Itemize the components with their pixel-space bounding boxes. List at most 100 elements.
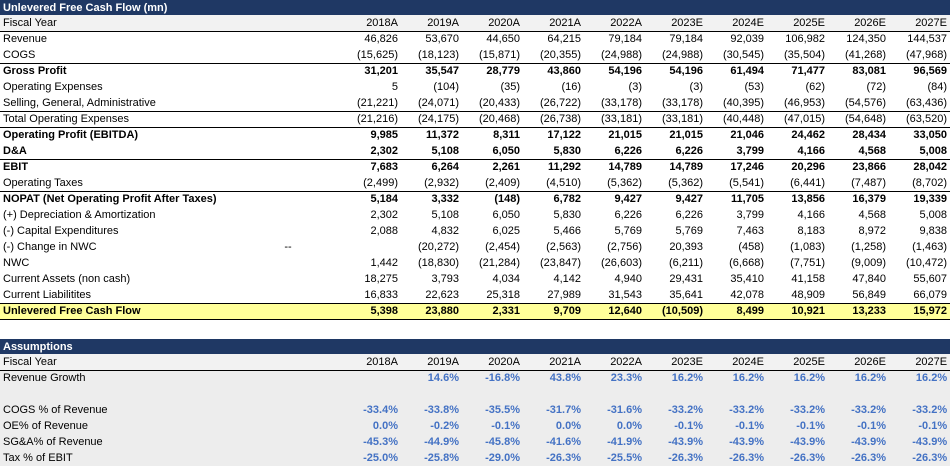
value-cell[interactable]: 4,166	[797, 144, 825, 157]
year-header[interactable]: 2022A	[584, 354, 645, 371]
value-cell[interactable]: 44,650	[486, 33, 520, 46]
value-cell[interactable]: (20,355)	[540, 48, 581, 61]
value-cell[interactable]: 21,046	[706, 126, 767, 143]
assumption-value[interactable]	[462, 386, 523, 402]
year-header[interactable]: 2019A	[401, 15, 462, 32]
value-cell[interactable]: 47,840	[852, 273, 886, 285]
value-cell[interactable]: 79,184	[608, 33, 642, 46]
assumption-value[interactable]: 0.0%	[584, 418, 645, 434]
value-cell[interactable]: 35,410	[730, 273, 764, 285]
blank-cell[interactable]	[236, 418, 340, 434]
value-cell[interactable]: 14,789	[645, 158, 706, 175]
blank-cell[interactable]	[236, 386, 340, 402]
year-header[interactable]: 2023E	[645, 15, 706, 32]
value-cell[interactable]: 20,393	[669, 241, 703, 253]
value-cell[interactable]: (40,395)	[723, 96, 764, 109]
year-header[interactable]: 2022A	[584, 15, 645, 32]
value-cell[interactable]: 55,607	[913, 273, 947, 285]
value-cell[interactable]: (21,221)	[357, 96, 398, 109]
row-note[interactable]	[236, 31, 340, 47]
row-note[interactable]	[236, 95, 340, 111]
assumption-value[interactable]: 0.0%	[340, 418, 401, 434]
value-cell[interactable]: 17,246	[706, 158, 767, 175]
value-cell[interactable]: 27,989	[547, 288, 581, 301]
value-cell[interactable]: (6,441)	[790, 176, 825, 189]
assumption-value[interactable]: -41.9%	[584, 434, 645, 450]
value-cell[interactable]: 6,226	[614, 209, 642, 221]
value-cell[interactable]: 43,860	[523, 62, 584, 79]
assumption-value[interactable]: -43.9%	[767, 434, 828, 450]
value-cell[interactable]: (24,071)	[418, 96, 459, 109]
ufcf-value[interactable]: 8,499	[706, 302, 767, 320]
fiscal-year-label[interactable]: Fiscal Year	[0, 15, 236, 32]
value-cell[interactable]: (2,409)	[485, 176, 520, 189]
value-cell[interactable]: 2,261	[462, 158, 523, 175]
year-header[interactable]: 2026E	[828, 15, 889, 32]
value-cell[interactable]: 6,050	[492, 144, 520, 157]
ufcf-value[interactable]: 2,331	[462, 302, 523, 320]
value-cell[interactable]: 11,705	[706, 190, 767, 207]
assumption-value[interactable]	[706, 386, 767, 402]
row-note[interactable]	[236, 175, 340, 191]
row-label[interactable]: COGS	[3, 48, 36, 61]
value-cell[interactable]: (54,576)	[845, 96, 886, 109]
value-cell[interactable]: 17,122	[523, 126, 584, 143]
assumption-value[interactable]	[523, 386, 584, 402]
row-note[interactable]: --	[284, 241, 292, 253]
row-label[interactable]: Operating Expenses	[3, 81, 103, 93]
blank-cell[interactable]	[236, 370, 340, 386]
assumption-value[interactable]: -45.3%	[340, 434, 401, 450]
assumption-value[interactable]	[401, 386, 462, 402]
value-cell[interactable]: (26,722)	[540, 96, 581, 109]
value-cell[interactable]: 31,543	[608, 288, 642, 301]
value-cell[interactable]: (30,545)	[723, 48, 764, 61]
assumption-value[interactable]: -33.2%	[706, 402, 767, 418]
row-note[interactable]	[236, 62, 340, 79]
value-cell[interactable]: 79,184	[669, 33, 703, 46]
assumption-value[interactable]: -33.2%	[767, 402, 828, 418]
row-label[interactable]: (+) Depreciation & Amortization	[3, 209, 156, 221]
ufcf-value[interactable]: (10,509)	[645, 302, 706, 320]
assumption-value[interactable]: -41.6%	[523, 434, 584, 450]
value-cell[interactable]: 42,078	[730, 288, 764, 301]
value-cell[interactable]: 3,799	[736, 209, 764, 221]
value-cell[interactable]: 48,909	[791, 288, 825, 301]
value-cell[interactable]: 9,427	[584, 190, 645, 207]
assumption-value[interactable]: -33.2%	[889, 402, 950, 418]
value-cell[interactable]: 4,940	[614, 273, 642, 285]
assumption-value[interactable]: -26.3%	[828, 450, 889, 466]
year-header[interactable]: 2025E	[767, 15, 828, 32]
value-cell[interactable]: (7,751)	[790, 257, 825, 269]
assumption-value[interactable]: -45.8%	[462, 434, 523, 450]
row-label[interactable]: Current Assets (non cash)	[3, 273, 131, 285]
value-cell[interactable]: 20,296	[767, 158, 828, 175]
value-cell[interactable]: 9,985	[340, 126, 401, 143]
row-note[interactable]	[236, 207, 340, 223]
value-cell[interactable]: (84)	[927, 81, 947, 93]
value-cell[interactable]: 41,158	[791, 273, 825, 285]
value-cell[interactable]: 8,311	[462, 126, 523, 143]
row-label[interactable]: (-) Change in NWC	[3, 241, 97, 253]
value-cell[interactable]: (104)	[433, 81, 459, 93]
value-cell[interactable]: (33,181)	[645, 110, 706, 127]
value-cell[interactable]: 28,779	[462, 62, 523, 79]
value-cell[interactable]: 35,641	[669, 288, 703, 301]
blank-cell[interactable]	[340, 319, 401, 335]
value-cell[interactable]: (26,738)	[523, 110, 584, 127]
assumption-value[interactable]: -43.9%	[706, 434, 767, 450]
value-cell[interactable]: 6,025	[492, 225, 520, 237]
row-label[interactable]: Gross Profit	[0, 62, 236, 79]
row-label[interactable]: Operating Profit (EBITDA)	[0, 126, 236, 143]
value-cell[interactable]: 64,215	[547, 33, 581, 46]
row-label[interactable]: Revenue	[3, 33, 48, 46]
value-cell[interactable]: 6,226	[614, 144, 642, 157]
value-cell[interactable]: 3,799	[736, 144, 764, 157]
value-cell[interactable]: 9,838	[919, 225, 947, 237]
blank-cell[interactable]	[828, 319, 889, 335]
row-note[interactable]	[236, 143, 340, 159]
ufcf-value[interactable]: 23,880	[401, 302, 462, 320]
assumption-value[interactable]: -26.3%	[523, 450, 584, 466]
ufcf-label[interactable]: Unlevered Free Cash Flow	[0, 302, 236, 320]
value-cell[interactable]: (5,362)	[607, 176, 642, 189]
value-cell[interactable]: 7,683	[340, 158, 401, 175]
